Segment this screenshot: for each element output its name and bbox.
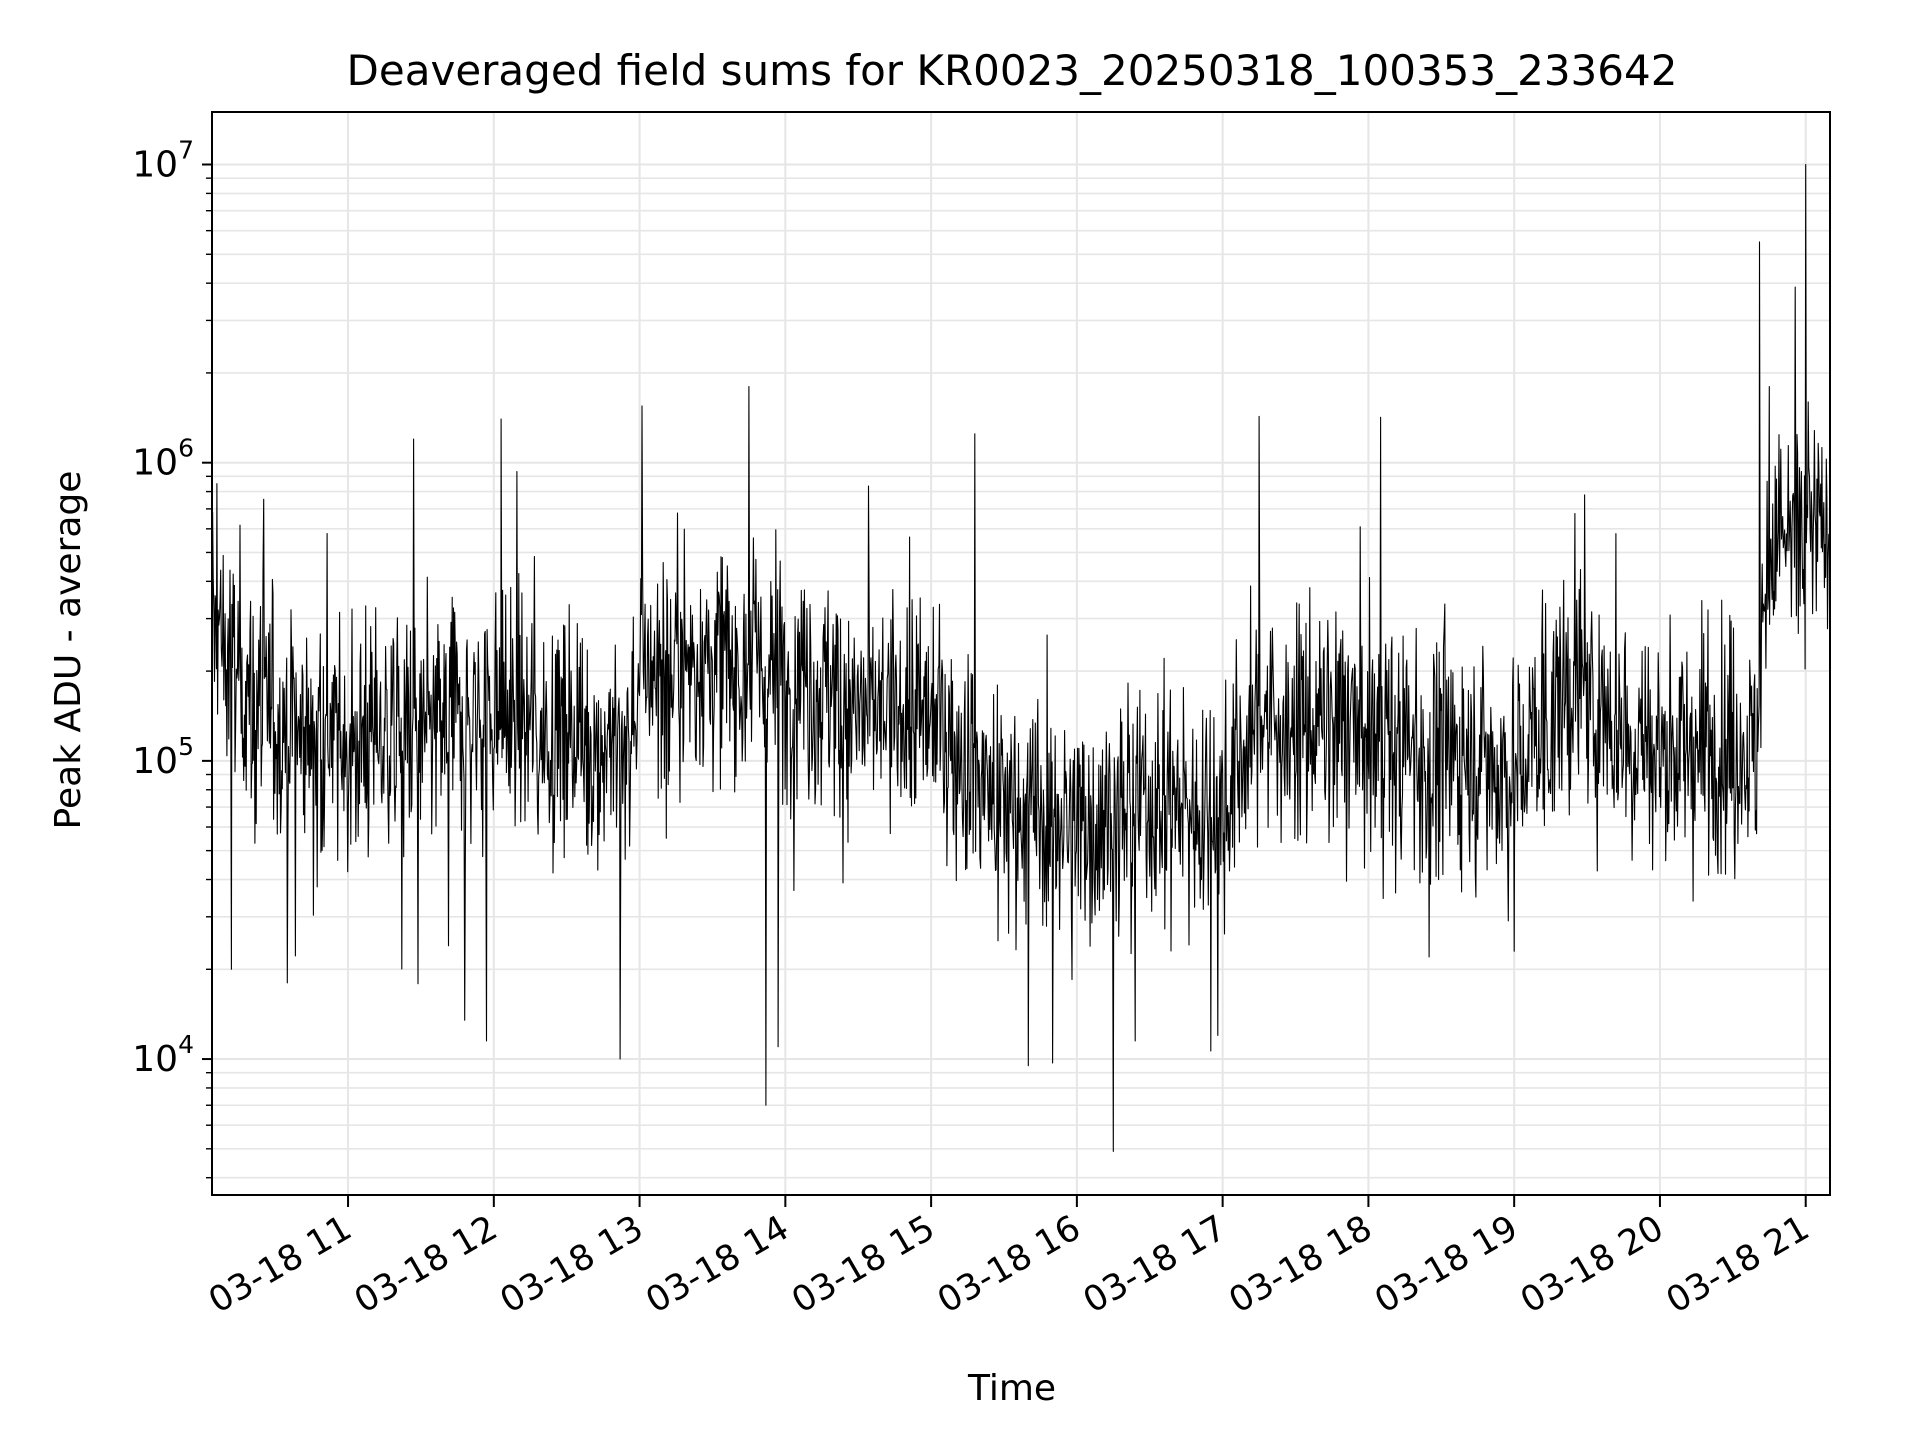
series-group: [211, 163, 1831, 1152]
plot-frame: [211, 111, 1831, 1196]
y-tick-label: 107: [132, 136, 194, 186]
y-tick-label: 104: [132, 1030, 194, 1080]
y-axis-label: Peak ADU - average: [48, 471, 89, 830]
y-tick-label: 106: [132, 434, 194, 484]
chart-title: Deaveraged field sums for KR0023_2025031…: [347, 46, 1678, 95]
series-line: [211, 163, 1831, 1152]
x-axis-label: Time: [967, 1368, 1056, 1409]
grid: [212, 112, 1830, 1195]
y-tick-label: 105: [132, 732, 194, 782]
